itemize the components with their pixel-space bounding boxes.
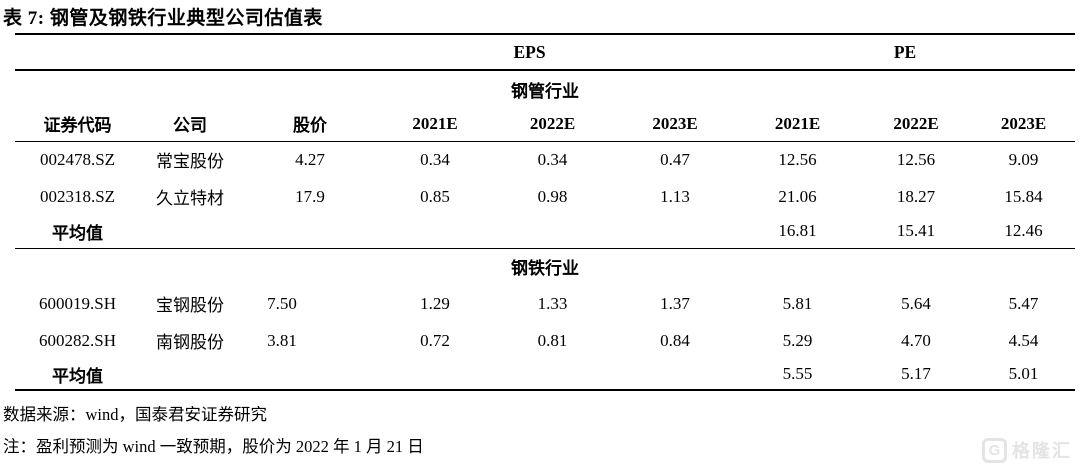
col-header-eps-2023e: 2023E [615, 107, 736, 142]
cell-avg-pe-2022e: 5.17 [860, 359, 973, 391]
cell-company: 南钢股份 [156, 333, 224, 352]
eps-group-header: EPS [380, 34, 736, 71]
cell-company: 久立特材 [156, 189, 224, 208]
cell-empty [140, 359, 240, 391]
cell-empty [380, 359, 490, 391]
cell-stock-code: 600019.SH [39, 293, 116, 313]
col-header-pe-2023e: 2023E [972, 107, 1076, 142]
section-name: 钢铁行业 [511, 259, 580, 279]
cell-empty [615, 359, 736, 391]
cell-empty [490, 215, 615, 249]
cell-average-label: 平均值 [15, 215, 140, 249]
cell-eps-2023e: 1.13 [660, 186, 690, 206]
cell-pe-2021e: 21.06 [778, 186, 817, 206]
cell-empty [240, 359, 380, 391]
pe-group-header: PE [735, 34, 1076, 71]
cell-pe-2021e: 12.56 [778, 149, 817, 169]
cell-price: 17.9 [295, 186, 325, 206]
cell-eps-2022e: 0.98 [537, 186, 568, 206]
cell-company: 常宝股份 [156, 152, 224, 172]
cell-pe-2022e: 5.64 [901, 293, 931, 313]
cell-pe-2023e: 5.47 [1008, 293, 1039, 313]
cell-pe-2023e: 15.84 [1004, 186, 1043, 206]
cell-eps-2023e: 0.84 [660, 330, 690, 350]
col-header-stock-code: 证券代码 [15, 107, 140, 142]
cell-pe-2023e: 4.54 [1008, 330, 1039, 350]
cell-price: 4.27 [295, 149, 325, 169]
column-header-row: 证券代码 公司 股价 2021E 2022E 2023E 2021E 2022E… [15, 107, 1076, 142]
col-header-pe-2021e: 2021E [735, 107, 861, 142]
cell-pe-2021e: 5.29 [782, 330, 813, 350]
table-row: 002318.SZ 久立特材 17.9 0.85 0.98 1.13 21.06… [15, 178, 1075, 215]
cell-avg-pe-2022e: 15.41 [860, 215, 973, 249]
section-header-steel-pipe: 钢管行业 [15, 70, 1075, 107]
cell-eps-2022e: 0.34 [537, 149, 568, 169]
col-header-eps-2022e: 2022E [490, 107, 615, 142]
report-table-page: 表 7: 钢管及钢铁行业典型公司估值表 EPS PE 钢管行业 证券代码 公司 … [0, 7, 1080, 468]
valuation-table: EPS PE 钢管行业 证券代码 公司 股价 2021E 2022E 2023E… [15, 33, 1076, 391]
cell-company: 宝钢股份 [156, 296, 224, 315]
cell-stock-code: 002318.SZ [39, 186, 116, 206]
cell-eps-2021e: 0.72 [420, 330, 450, 350]
cell-avg-pe-2021e: 5.55 [735, 359, 861, 391]
cell-empty [490, 359, 615, 391]
cell-empty [140, 215, 240, 249]
cell-stock-code: 600282.SH [39, 330, 116, 350]
cell-average-label: 平均值 [15, 359, 140, 391]
col-header-pe-2022e: 2022E [860, 107, 973, 142]
cell-pe-2021e: 5.81 [782, 293, 813, 313]
cell-avg-pe-2021e: 16.81 [735, 215, 861, 249]
gelonghui-logo-icon: G [982, 437, 1007, 463]
cell-empty [615, 215, 736, 249]
gelonghui-watermark: G 格隆汇 [982, 437, 1072, 463]
table-row: 600282.SH 南钢股份 3.81 0.72 0.81 0.84 5.29 … [15, 322, 1075, 359]
cell-eps-2023e: 0.47 [660, 149, 690, 169]
cell-avg-pe-2023e: 5.01 [972, 359, 1076, 391]
gelonghui-logo-text: 格隆汇 [1012, 441, 1072, 461]
table-title: 表 7: 钢管及钢铁行业典型公司估值表 [3, 8, 323, 29]
cell-eps-2023e: 1.37 [660, 293, 690, 313]
cell-eps-2021e: 1.29 [420, 293, 450, 313]
col-header-eps-2021e: 2021E [380, 107, 490, 142]
group-header-row: EPS PE [15, 34, 1076, 71]
cell-empty [240, 215, 380, 249]
cell-eps-2021e: 0.85 [420, 186, 450, 206]
footnote-line: 注：盈利预测为 wind 一致预期，股价为 2022 年 1 月 21 日 [3, 437, 424, 456]
cell-eps-2022e: 0.81 [537, 330, 568, 350]
cell-pe-2022e: 18.27 [896, 186, 936, 206]
cell-avg-pe-2023e: 12.46 [972, 215, 1076, 249]
table-row: 002478.SZ 常宝股份 4.27 0.34 0.34 0.47 12.56… [15, 141, 1075, 178]
average-row: 平均值 5.55 5.17 5.01 [15, 359, 1076, 391]
cell-price: 3.81 [267, 330, 297, 350]
cell-pe-2023e: 9.09 [1008, 149, 1039, 169]
col-header-company: 公司 [140, 107, 240, 142]
cell-eps-2022e: 1.33 [537, 293, 568, 313]
cell-stock-code: 002478.SZ [39, 149, 116, 169]
cell-empty [15, 34, 380, 71]
cell-pe-2022e: 4.70 [901, 330, 931, 350]
cell-empty [380, 215, 490, 249]
table-row: 600019.SH 宝钢股份 7.50 1.29 1.33 1.37 5.81 … [15, 285, 1075, 322]
cell-pe-2022e: 12.56 [896, 149, 936, 169]
cell-price: 7.50 [267, 293, 297, 313]
section-name: 钢管行业 [511, 81, 580, 101]
section-header-steel: 钢铁行业 [15, 248, 1075, 285]
cell-eps-2021e: 0.34 [420, 149, 450, 169]
col-header-price: 股价 [240, 107, 380, 142]
data-source-line: 数据来源：wind，国泰君安证券研究 [3, 405, 267, 424]
average-row: 平均值 16.81 15.41 12.46 [15, 215, 1076, 249]
